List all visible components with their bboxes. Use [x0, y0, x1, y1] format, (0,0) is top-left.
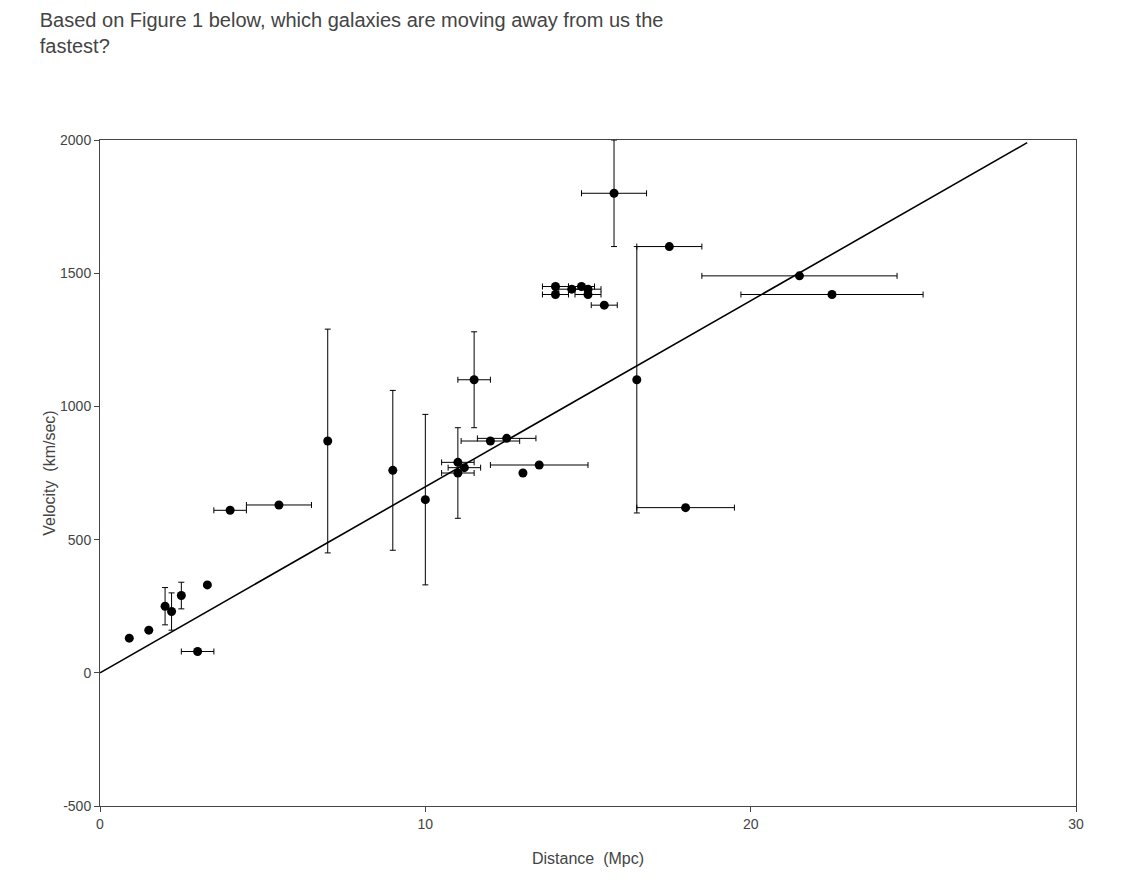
svg-text:-500: -500 — [63, 798, 91, 814]
svg-text:500: 500 — [68, 532, 92, 548]
svg-text:10: 10 — [418, 816, 434, 832]
svg-text:0: 0 — [83, 665, 91, 681]
svg-text:30: 30 — [1068, 816, 1084, 832]
svg-text:1000: 1000 — [60, 398, 91, 414]
svg-text:2000: 2000 — [60, 132, 91, 148]
svg-text:Distance (Mpc): Distance (Mpc) — [532, 850, 644, 867]
svg-text:20: 20 — [743, 816, 759, 832]
svg-text:Velocity (km/sec): Velocity (km/sec) — [41, 410, 58, 535]
svg-text:1500: 1500 — [60, 265, 91, 281]
svg-text:0: 0 — [96, 816, 104, 832]
svg-text:Based on Figure 1 below, which: Based on Figure 1 below, which galaxies … — [40, 9, 664, 57]
